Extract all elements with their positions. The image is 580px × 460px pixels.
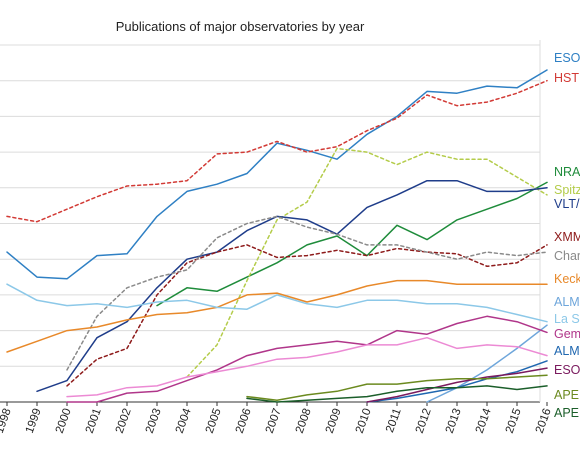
series-label-apex: APE [554, 388, 579, 402]
series-line-vlt [36, 179, 548, 393]
x-tick-label: 2000 [54, 407, 74, 435]
series-line-alma-2 [366, 360, 548, 403]
gridlines [0, 44, 540, 367]
x-tick-label: 2001 [84, 407, 104, 435]
x-tick-label: 2014 [474, 406, 494, 435]
series-label-alma: ALM [554, 295, 580, 309]
series-line-pink [66, 336, 548, 398]
series-line-spitzer [186, 147, 548, 378]
series-label-la-silla: La S [554, 312, 580, 326]
x-tick-label: 2011 [384, 407, 404, 434]
series-label-chandra: Chan [554, 249, 580, 263]
series-label-hst: HST [554, 71, 579, 85]
x-tick-label: 2015 [504, 407, 524, 435]
series-label-spitzer: Spitz [554, 183, 580, 197]
x-tick-label: 2004 [174, 406, 194, 435]
x-tick-label: 2003 [144, 407, 164, 435]
series-label-alma-2: ALM [554, 344, 580, 358]
x-tick-label: 2012 [414, 407, 434, 435]
chart-title: Publications of major observatories by y… [116, 19, 365, 34]
series-label-gemini: Gem [554, 327, 580, 341]
series-line-la-silla [6, 283, 548, 323]
series-label-keck: Keck [554, 272, 580, 286]
series-line-hst [6, 79, 548, 223]
series-line-eso [6, 69, 548, 280]
series-line-nrao [156, 181, 548, 307]
x-tick-label: 2002 [114, 407, 134, 435]
series-lines [6, 69, 548, 403]
series-label-vlt: VLT/ [554, 197, 580, 211]
x-tick-label: 2008 [294, 407, 314, 435]
series-line-gemini [66, 315, 548, 403]
series-label-eso-2: ESO [554, 363, 580, 377]
x-tick-label: 2016 [534, 407, 554, 435]
x-tick-label: 2005 [204, 407, 224, 435]
series-line-apex [246, 374, 548, 401]
x-tick-label: 2009 [324, 407, 344, 435]
series-line-alma [426, 324, 548, 403]
series-label-nrao: NRA [554, 165, 580, 179]
x-tick-label: 2006 [234, 407, 254, 435]
series-line-keck [6, 279, 548, 353]
x-tick-label: 1999 [24, 407, 44, 435]
series-label-xmm: XMM [554, 230, 580, 244]
x-tick-labels: 1998 1999 2000 2001 2002 2003 2004 2005 2006 2007… [0, 402, 554, 435]
series-label-eso: ESO [554, 51, 580, 65]
x-tick-label: 2010 [354, 407, 374, 435]
series-line-eso-2 [366, 367, 548, 403]
x-tick-label: 2013 [444, 407, 464, 435]
series-line-xmm [66, 244, 548, 387]
x-tick-label: 2007 [264, 407, 284, 435]
series-line-chandra [66, 215, 548, 371]
series-line-apex-2 [246, 385, 548, 403]
series-label-apex-2: APE [554, 406, 579, 420]
x-tick-label: 1998 [0, 407, 14, 435]
